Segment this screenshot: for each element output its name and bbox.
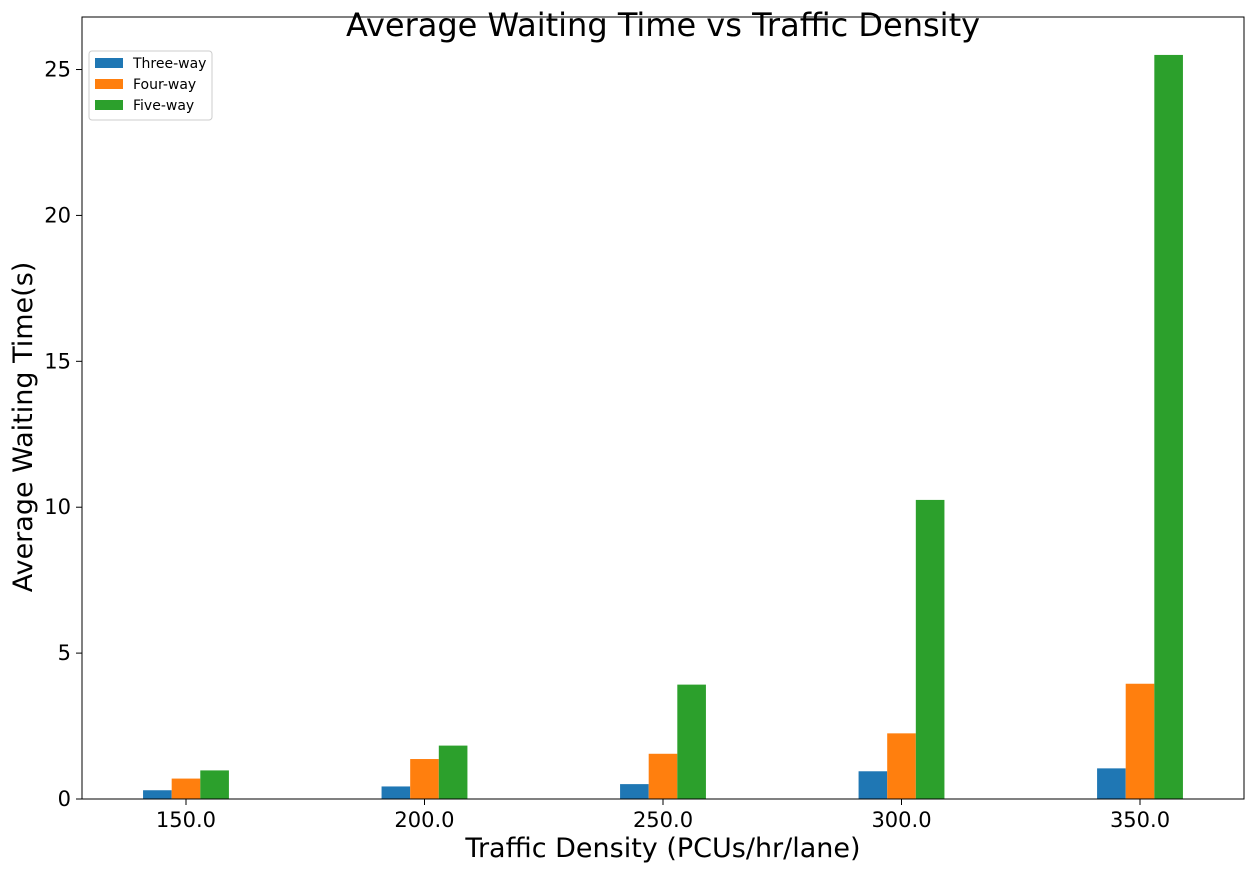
x-tick-label: 300.0 (871, 808, 931, 832)
legend-label-five-way: Five-way (133, 98, 194, 114)
y-tick-label: 15 (44, 349, 71, 373)
bar-five-way-200.0 (438, 745, 468, 799)
bar-five-way-300.0 (915, 499, 945, 799)
bar-five-way-150.0 (200, 770, 229, 799)
y-tick-label: 10 (44, 495, 71, 519)
bar-four-way-200.0 (410, 759, 439, 799)
chart-title: Average Waiting Time vs Traffic Density (346, 6, 980, 44)
y-axis-ticks: 0 5 10 15 20 25 (44, 58, 82, 811)
y-tick-label: 25 (44, 58, 71, 82)
legend-swatch-three-way (95, 58, 123, 68)
bars (143, 54, 1183, 799)
x-tick-label: 200.0 (394, 808, 454, 832)
bar-three-way-200.0 (381, 786, 411, 799)
legend-label-three-way: Three-way (132, 56, 206, 72)
legend-swatch-four-way (95, 79, 123, 89)
plot-frame (81, 16, 1245, 800)
legend: Three-way Four-way Five-way (88, 50, 213, 121)
y-axis-label: Average Waiting Time(s) (8, 262, 39, 593)
legend-label-four-way: Four-way (133, 77, 196, 93)
bar-four-way-350.0 (1125, 683, 1155, 799)
y-tick-label: 20 (44, 203, 71, 227)
bar-four-way-150.0 (171, 778, 201, 799)
x-axis-ticks: 150.0 200.0 250.0 300.0 350.0 (156, 799, 1170, 832)
legend-swatch-five-way (95, 100, 123, 110)
bar-five-way-350.0 (1154, 54, 1183, 799)
bar-three-way-250.0 (620, 784, 649, 799)
bar-four-way-250.0 (648, 753, 678, 799)
bar-four-way-300.0 (887, 733, 916, 799)
bar-three-way-350.0 (1097, 768, 1126, 799)
x-tick-label: 150.0 (156, 808, 216, 832)
x-tick-label: 250.0 (633, 808, 693, 832)
bar-five-way-250.0 (677, 684, 706, 799)
x-tick-label: 350.0 (1110, 808, 1170, 832)
y-tick-label: 0 (58, 787, 71, 811)
bar-three-way-300.0 (858, 771, 888, 799)
x-axis-label: Traffic Density (PCUs/hr/lane) (464, 833, 860, 864)
y-tick-label: 5 (58, 641, 71, 665)
bar-three-way-150.0 (143, 790, 172, 799)
axes (81, 16, 1245, 800)
